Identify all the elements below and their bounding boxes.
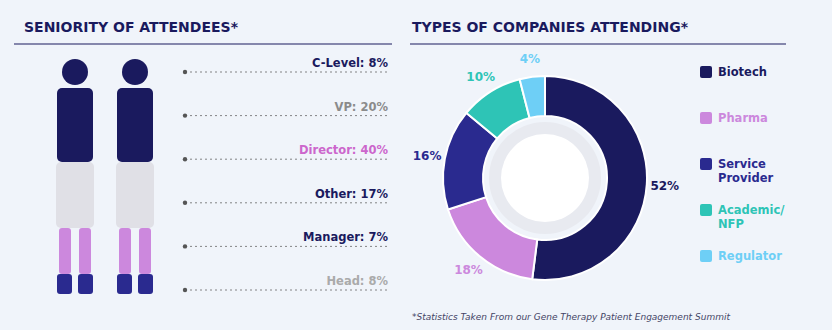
figure-leg xyxy=(119,228,131,274)
legend-entry: ServiceProvider xyxy=(718,157,773,185)
figure-body xyxy=(117,88,153,162)
figure-leg xyxy=(79,228,91,274)
leader-line xyxy=(185,72,388,73)
donut xyxy=(443,76,647,280)
figure-foot xyxy=(138,274,153,294)
leader-line xyxy=(185,202,388,203)
legend-line: NFP xyxy=(718,217,744,231)
legend-swatch xyxy=(700,250,712,262)
leader-dot xyxy=(183,113,187,117)
legend-line: Service xyxy=(718,157,766,171)
data-label: 10% xyxy=(466,70,495,84)
donut-center xyxy=(501,134,589,222)
figure-head xyxy=(62,59,88,85)
pie-title: TYPES OF COMPANIES ATTENDING* xyxy=(412,19,689,35)
data-label: 16% xyxy=(413,149,442,163)
leader-dot xyxy=(183,244,187,248)
leader-line xyxy=(185,290,388,291)
legend-line: Biotech xyxy=(718,65,767,79)
seniority-label: Other: 17% xyxy=(315,187,389,201)
figure-head xyxy=(122,59,148,85)
seniority-label: Manager: 7% xyxy=(303,230,388,244)
legend-swatch xyxy=(700,112,712,124)
donut-slice xyxy=(520,76,545,118)
figure-leg xyxy=(139,228,151,274)
figure-hips xyxy=(56,162,94,228)
legend-line: Provider xyxy=(718,171,773,185)
leader-dot xyxy=(183,201,187,205)
legend-entry: Regulator xyxy=(718,249,782,263)
seniority-label: Director: 40% xyxy=(299,143,388,157)
left-title: SENIORITY OF ATTENDEES* xyxy=(24,19,239,35)
figure xyxy=(116,59,154,294)
figure-leg xyxy=(59,228,71,274)
figure-foot xyxy=(117,274,132,294)
legend-swatch xyxy=(700,204,712,216)
chart-root: SENIORITY OF ATTENDEES* C-Level: 8% VP: 20… xyxy=(0,0,832,330)
legend-entry: Academic/NFP xyxy=(718,203,785,231)
leader-dot xyxy=(183,157,187,161)
figure-foot xyxy=(78,274,93,294)
data-label: 52% xyxy=(650,179,679,193)
legend-line: Regulator xyxy=(718,249,782,263)
leader-line xyxy=(185,246,388,247)
figure xyxy=(56,59,94,294)
background xyxy=(0,0,832,330)
leader-line xyxy=(185,115,388,116)
legend-swatch xyxy=(700,66,712,78)
legend-line: Pharma xyxy=(718,111,768,125)
leader-line xyxy=(185,159,388,160)
divider xyxy=(410,43,786,44)
figure-hips xyxy=(116,162,154,228)
legend-swatch xyxy=(700,158,712,170)
legend-entry: Biotech xyxy=(718,65,767,79)
divider xyxy=(14,43,392,44)
figure-foot xyxy=(57,274,72,294)
leader-dot xyxy=(183,288,187,292)
leader-dot xyxy=(183,70,187,74)
legend-line: Academic/ xyxy=(718,203,785,217)
figure-body xyxy=(57,88,93,162)
data-label: 18% xyxy=(454,263,483,277)
seniority-label: VP: 20% xyxy=(335,100,389,114)
footnote: *Statistics Taken From our Gene Therapy … xyxy=(412,312,730,322)
seniority-label: Head: 8% xyxy=(326,274,388,288)
seniority-label: C-Level: 8% xyxy=(312,56,388,70)
legend-entry: Pharma xyxy=(718,111,768,125)
donut-inner-ring xyxy=(489,122,601,234)
data-label: 4% xyxy=(520,52,540,66)
